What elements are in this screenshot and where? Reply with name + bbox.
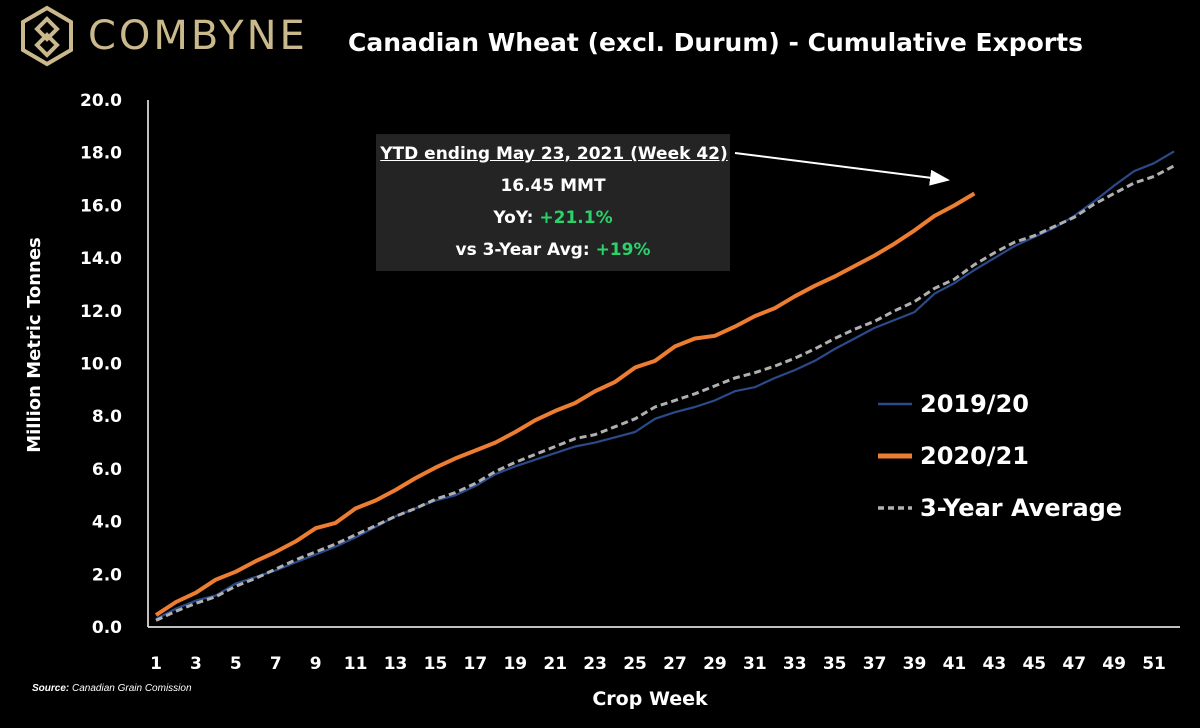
brand-logo: COMBYNE [16,5,308,67]
x-tick-label: 23 [583,654,607,674]
source-note: Source: Canadian Grain Comission [32,683,192,694]
x-tick-label: 49 [1102,654,1126,674]
x-tick-label: 45 [1022,654,1046,674]
vs-avg-value: +19% [595,240,651,260]
x-tick-label: 43 [983,654,1007,674]
series-line-2020-21 [154,191,976,617]
legend: 2019/20 2020/21 3-Year Average [878,378,1122,534]
legend-swatch-2020-21 [878,453,912,459]
x-tick-label: 11 [344,654,368,674]
y-tick-label: 16.0 [80,196,122,216]
x-tick-label: 19 [503,654,527,674]
series-line-2019-20 [155,150,1175,621]
yoy-value: +21.1% [539,208,613,228]
axes [147,100,1180,628]
x-tick-label: 13 [384,654,408,674]
x-tick-label: 17 [464,654,488,674]
legend-swatch-2019-20 [878,402,912,406]
y-tick-label: 14.0 [80,249,122,269]
x-tick-label: 9 [310,654,322,674]
x-tick-labels: 1 3 5 7 9 11 13 15 17 19 21 23 25 27 29 31 33 35 37 39 41 43 4… [150,654,1166,674]
y-tick-label: 2.0 [92,565,122,585]
y-tick-label: 18.0 [80,144,122,164]
legend-item-3yr-avg: 3-Year Average [878,482,1122,534]
x-tick-label: 15 [424,654,448,674]
legend-label-3yr-avg: 3-Year Average [920,494,1123,522]
y-axis-label: Million Metric Tonnes [24,237,45,453]
legend-swatch-3yr-avg [878,506,912,510]
chart-title: Canadian Wheat (excl. Durum) - Cumulativ… [348,28,1083,57]
annotation-vs-avg: vs 3-Year Avg: +19% [455,240,651,260]
annotation-arrow-line [734,152,950,186]
x-tick-label: 7 [270,654,282,674]
x-tick-label: 29 [703,654,727,674]
y-tick-label: 4.0 [92,513,122,533]
x-tick-label: 51 [1142,654,1166,674]
y-tick-label: 10.0 [80,355,122,375]
x-tick-label: 27 [663,654,687,674]
x-tick-label: 41 [943,654,967,674]
y-tick-label: 20.0 [80,91,122,111]
x-tick-label: 25 [623,654,647,674]
series-lines [154,150,1175,622]
x-tick-label: 47 [1062,654,1086,674]
brand-name: COMBYNE [88,13,308,59]
legend-label-2019-20: 2019/20 [920,390,1029,418]
x-tick-label: 33 [783,654,807,674]
x-tick-label: 37 [863,654,887,674]
x-tick-label: 5 [230,654,242,674]
legend-item-2019-20: 2019/20 [878,378,1122,430]
x-tick-label: 3 [190,654,202,674]
y-tick-label: 0.0 [92,618,122,638]
legend-item-2020-21: 2020/21 [878,430,1122,482]
x-tick-label: 21 [543,654,567,674]
annotation-total: 16.45 MMT [500,176,606,196]
annotation-yoy: YoY: +21.1% [493,208,613,228]
series-line-3yr-avg [155,164,1175,622]
annotation-heading: YTD ending May 23, 2021 (Week 42) [380,144,728,164]
x-tick-label: 39 [903,654,927,674]
annotation-arrow [734,152,950,186]
x-tick-label: 1 [150,654,162,674]
x-tick-label: 31 [743,654,767,674]
ytd-annotation-box: YTD ending May 23, 2021 (Week 42) 16.45 … [376,134,730,271]
combyne-logo-icon [21,5,73,67]
y-tick-label: 12.0 [80,302,122,322]
x-axis-label: Crop Week [592,688,708,710]
y-tick-labels: 0.0 2.0 4.0 6.0 8.0 10.0 12.0 14.0 16.0 18.0 20.0 [80,91,122,638]
legend-label-2020-21: 2020/21 [920,442,1029,470]
y-tick-label: 6.0 [92,460,122,480]
y-tick-label: 8.0 [92,407,122,427]
x-tick-label: 35 [823,654,847,674]
